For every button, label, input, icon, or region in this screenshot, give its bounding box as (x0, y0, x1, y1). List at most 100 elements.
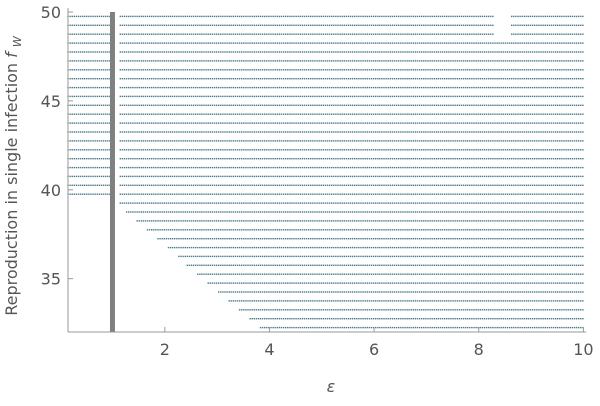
data-point (521, 309, 523, 311)
data-point (146, 193, 149, 195)
data-point (502, 309, 504, 311)
data-point (462, 184, 465, 186)
data-point (456, 193, 458, 195)
data-point (278, 140, 281, 142)
data-point (362, 326, 364, 329)
data-point (552, 175, 555, 178)
data-point (331, 246, 333, 249)
data-point (268, 300, 270, 302)
data-point (155, 122, 157, 124)
data-point (230, 149, 232, 151)
data-point (314, 282, 316, 284)
data-point (508, 291, 511, 293)
data-point (529, 264, 532, 266)
data-point (483, 175, 486, 178)
data-point (354, 149, 356, 151)
data-point (546, 229, 548, 231)
data-point (169, 166, 172, 169)
data-point (278, 175, 281, 178)
data-point (274, 291, 276, 293)
data-point (368, 202, 371, 204)
data-point (163, 202, 165, 204)
data-point (333, 166, 335, 169)
data-point (96, 122, 98, 124)
data-point (226, 202, 228, 204)
data-point (178, 149, 180, 151)
data-point (211, 193, 214, 195)
data-point (544, 193, 546, 195)
data-point (192, 193, 195, 195)
data-point (483, 282, 486, 284)
data-point (331, 202, 333, 204)
data-point (289, 131, 291, 133)
data-point (433, 149, 435, 151)
data-point (381, 229, 383, 231)
data-point (132, 184, 134, 186)
data-point (437, 131, 440, 133)
data-point (475, 291, 477, 293)
data-point (322, 246, 324, 249)
data-point (171, 166, 174, 169)
data-point (241, 282, 243, 284)
data-point (278, 122, 281, 124)
data-point (301, 273, 304, 275)
data-point (580, 131, 582, 133)
data-point (563, 309, 565, 311)
data-point (406, 122, 408, 124)
data-point (471, 282, 473, 284)
data-point (197, 220, 199, 222)
data-point (257, 158, 260, 160)
data-point (305, 326, 308, 329)
data-point (299, 122, 301, 124)
data-point (490, 318, 492, 320)
data-point (439, 175, 442, 178)
data-point (490, 175, 492, 178)
data-point (410, 166, 412, 169)
data-point (362, 309, 364, 311)
data-point (406, 282, 408, 284)
data-point (351, 122, 354, 124)
data-point (481, 131, 484, 133)
data-point (205, 131, 207, 133)
data-point (525, 184, 528, 186)
data-point (385, 300, 387, 302)
data-point (261, 131, 264, 133)
data-point (308, 193, 310, 195)
data-point (437, 326, 440, 329)
data-point (416, 175, 419, 178)
data-point (529, 255, 532, 258)
data-point (471, 300, 473, 302)
data-point (320, 255, 322, 258)
data-point (381, 326, 383, 329)
data-point (375, 318, 377, 320)
data-point (498, 131, 500, 133)
data-point (278, 211, 281, 213)
data-point (565, 158, 567, 160)
data-point (519, 300, 521, 302)
data-point (437, 166, 440, 169)
data-point (123, 175, 126, 178)
data-point (211, 158, 214, 160)
data-point (444, 229, 446, 231)
data-point (73, 175, 75, 178)
data-point (456, 282, 458, 284)
data-point (521, 300, 523, 302)
data-point (550, 264, 553, 266)
data-point (102, 193, 105, 195)
data-point (195, 202, 197, 204)
data-point (345, 220, 348, 222)
data-point (354, 229, 356, 231)
data-point (274, 300, 276, 302)
data-point (550, 140, 553, 142)
data-point (360, 131, 362, 133)
data-point (364, 273, 366, 275)
data-point (408, 184, 410, 186)
data-point (163, 193, 165, 195)
data-point (218, 220, 220, 222)
data-point (282, 282, 285, 284)
data-point (502, 264, 504, 266)
data-point (148, 220, 151, 222)
data-point (157, 202, 159, 204)
data-point (368, 238, 371, 240)
data-point (544, 291, 546, 293)
